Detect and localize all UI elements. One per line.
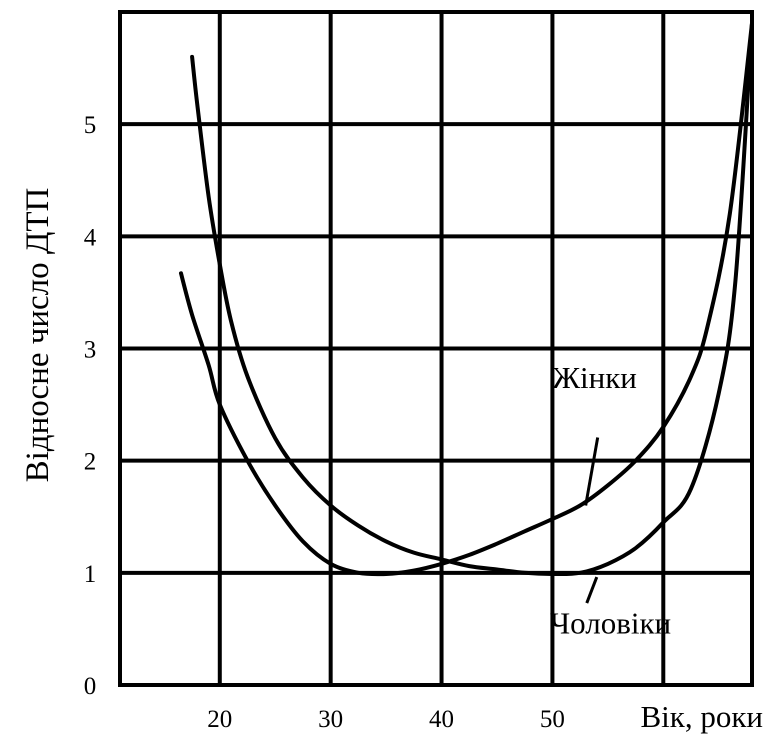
y-tick-5: 5 [84,112,97,139]
tick-labels: 20 30 40 50 0 1 2 3 4 5 [84,112,565,733]
y-tick-1: 1 [84,561,97,588]
x-tick-40: 40 [429,706,454,733]
annotation-label-0: Жінки [552,360,637,395]
x-tick-30: 30 [318,706,343,733]
x-tick-20: 20 [207,706,232,733]
y-axis-label: Відносне число ДТП [20,188,56,483]
y-tick-4: 4 [84,224,97,251]
x-tick-50: 50 [540,706,565,733]
series-line-0 [190,21,754,577]
grid-lines [118,10,754,687]
annotation-label-1: Чоловіки [550,605,671,640]
y-tick-3: 3 [84,337,97,364]
annotations: Жінки Чоловіки [550,360,671,641]
data-curves [179,21,754,577]
annotation-leader-1 [585,576,599,604]
annotation-leader-0 [584,437,600,506]
y-tick-2: 2 [84,449,97,476]
x-axis-label: Вік, роки [640,699,763,734]
series-line-1 [179,21,754,577]
y-tick-0: 0 [84,673,97,700]
